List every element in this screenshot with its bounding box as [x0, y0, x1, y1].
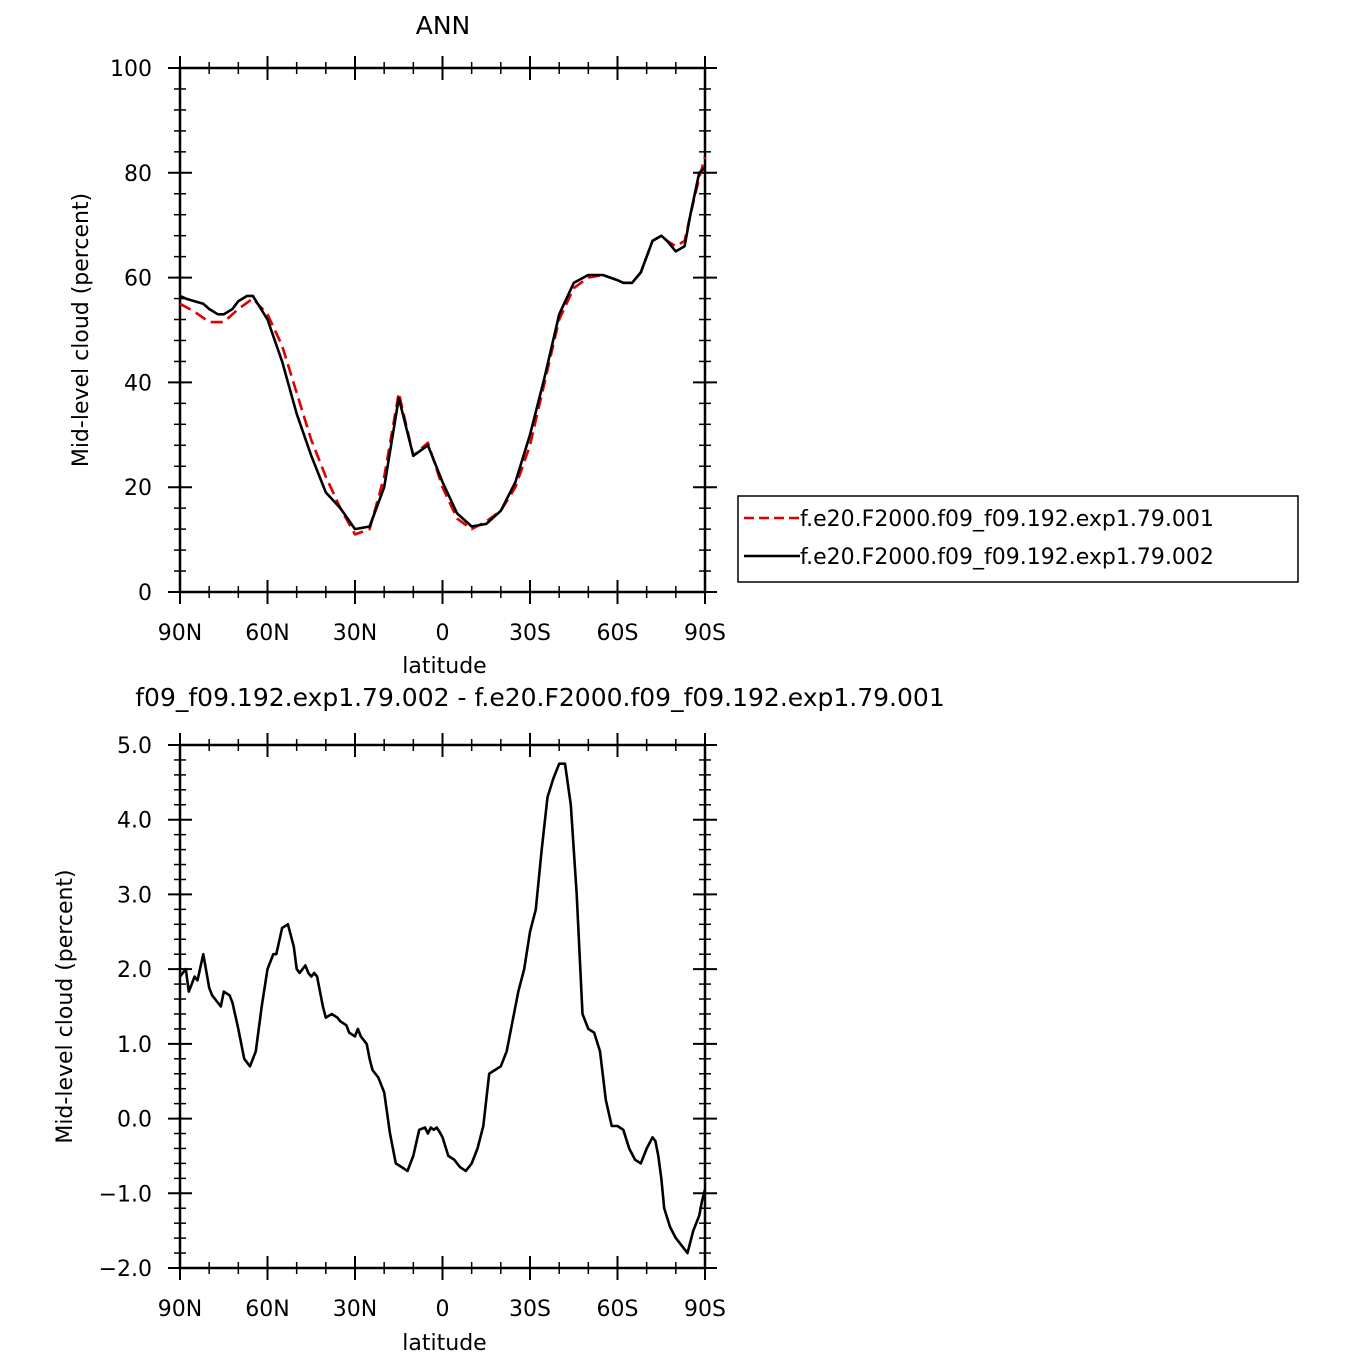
- x-tick-label: 90N: [158, 621, 202, 646]
- y-tick-label: 4.0: [117, 809, 152, 834]
- y-tick-label: 0: [138, 581, 152, 606]
- y-tick-label: 0.0: [117, 1108, 152, 1133]
- plot-frame: [178, 66, 707, 594]
- y-axis-label: Mid-level cloud (percent): [53, 869, 78, 1143]
- x-tick-label: 60S: [597, 1297, 639, 1322]
- y-tick-label: 100: [110, 57, 152, 82]
- x-axis-label: latitude: [402, 1331, 486, 1356]
- x-tick-label: 90S: [684, 1297, 726, 1322]
- y-tick-label: 60: [124, 267, 152, 292]
- chart-panel-1: ANN 90N 60N 30N 0 30S 60S 90S 0 20 40 60 80 100 latitu…: [69, 11, 1299, 679]
- legend-label-1: f.e20.F2000.f09_f09.192.exp1.79.001: [800, 507, 1214, 532]
- y-tick-label: 40: [124, 371, 152, 396]
- y-tick-label: 2.0: [117, 958, 152, 983]
- legend-box: [737, 495, 1299, 583]
- x-tick-label: 90N: [158, 1297, 202, 1322]
- legend-label-2: f.e20.F2000.f09_f09.192.exp1.79.002: [800, 545, 1214, 570]
- x-tick-label: 30N: [333, 1297, 377, 1322]
- chart-title: ANN: [416, 11, 471, 40]
- chart-title: f09_f09.192.exp1.79.002 - f.e20.F2000.f0…: [135, 683, 944, 712]
- x-tick-label: 60S: [597, 621, 639, 646]
- y-tick-label: 5.0: [117, 734, 152, 759]
- x-tick-label: 30N: [333, 621, 377, 646]
- series-line-2: [179, 166, 706, 531]
- y-tick-label: 1.0: [117, 1033, 152, 1058]
- x-tick-label: 30S: [509, 621, 551, 646]
- plot-frame: [178, 743, 707, 1270]
- x-tick-label: 0: [436, 621, 450, 646]
- x-axis-label: latitude: [402, 654, 486, 679]
- x-tick-label: 60N: [245, 1297, 289, 1322]
- y-axis-label: Mid-level cloud (percent): [69, 193, 94, 467]
- y-tick-label: 3.0: [117, 883, 152, 908]
- x-tick-label: 30S: [509, 1297, 551, 1322]
- y-tick-label: 80: [124, 162, 152, 187]
- y-tick-label: 20: [124, 476, 152, 501]
- series-line-1: [179, 156, 707, 536]
- x-tick-label: 0: [436, 1297, 450, 1322]
- x-tick-label: 90S: [684, 621, 726, 646]
- series-line-1: [178, 762, 707, 1255]
- y-tick-label: −1.0: [99, 1182, 152, 1207]
- x-tick-label: 60N: [245, 621, 289, 646]
- y-tick-label: −2.0: [99, 1257, 152, 1282]
- legend: f.e20.F2000.f09_f09.192.exp1.79.001 f.e20…: [737, 495, 1299, 583]
- chart-panel-2: f09_f09.192.exp1.79.002 - f.e20.F2000.f0…: [53, 683, 945, 1356]
